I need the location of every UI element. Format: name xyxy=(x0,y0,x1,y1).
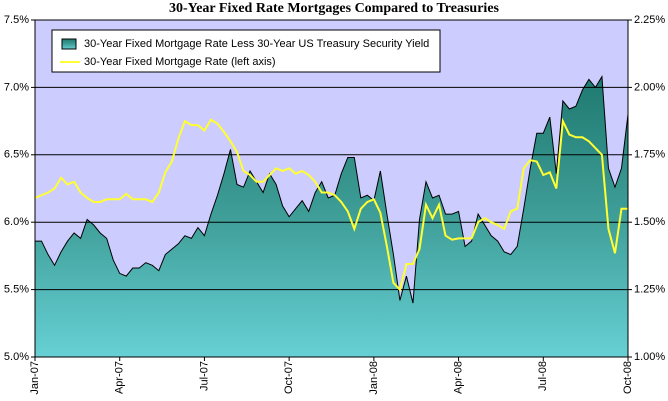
y-tick-label: 6.5% xyxy=(4,149,29,161)
y2-tick-label: 2.00% xyxy=(634,81,665,93)
line-series xyxy=(34,117,628,292)
legend: 30-Year Fixed Mortgage Rate Less 30-Year… xyxy=(51,29,441,73)
plot-border xyxy=(34,19,629,358)
x-tick-label: Apr-08 xyxy=(452,361,464,394)
x-tick-label: Jul-07 xyxy=(198,361,210,391)
x-tick-label: Oct-07 xyxy=(283,361,295,394)
x-tick-label: Jan-08 xyxy=(368,361,380,395)
legend-label: 30-Year Fixed Mortgage Rate (left axis) xyxy=(84,56,276,68)
y-tick-label: 5.0% xyxy=(4,351,29,363)
y-tick-label: 7.0% xyxy=(4,81,29,93)
y2-tick-label: 1.50% xyxy=(634,216,665,228)
y2-tick-label: 1.75% xyxy=(634,149,665,161)
x-tick-label: Jan-07 xyxy=(29,361,41,395)
y2-tick-label: 1.25% xyxy=(634,284,665,296)
y-tick-label: 5.5% xyxy=(4,284,29,296)
legend-label: 30-Year Fixed Mortgage Rate Less 30-Year… xyxy=(84,38,429,50)
x-tick-label: Oct-08 xyxy=(622,361,634,394)
legend-box xyxy=(51,29,441,73)
legend-swatch xyxy=(61,38,77,50)
chart-title: 30-Year Fixed Rate Mortgages Compared to… xyxy=(169,1,500,16)
x-tick-label: Jul-08 xyxy=(537,361,549,391)
y-tick-label: 7.5% xyxy=(4,14,29,26)
y-tick-label: 6.0% xyxy=(4,216,29,228)
y2-tick-label: 2.25% xyxy=(634,14,665,26)
x-tick-label: Apr-07 xyxy=(114,361,126,394)
y2-tick-label: 1.00% xyxy=(634,351,665,363)
